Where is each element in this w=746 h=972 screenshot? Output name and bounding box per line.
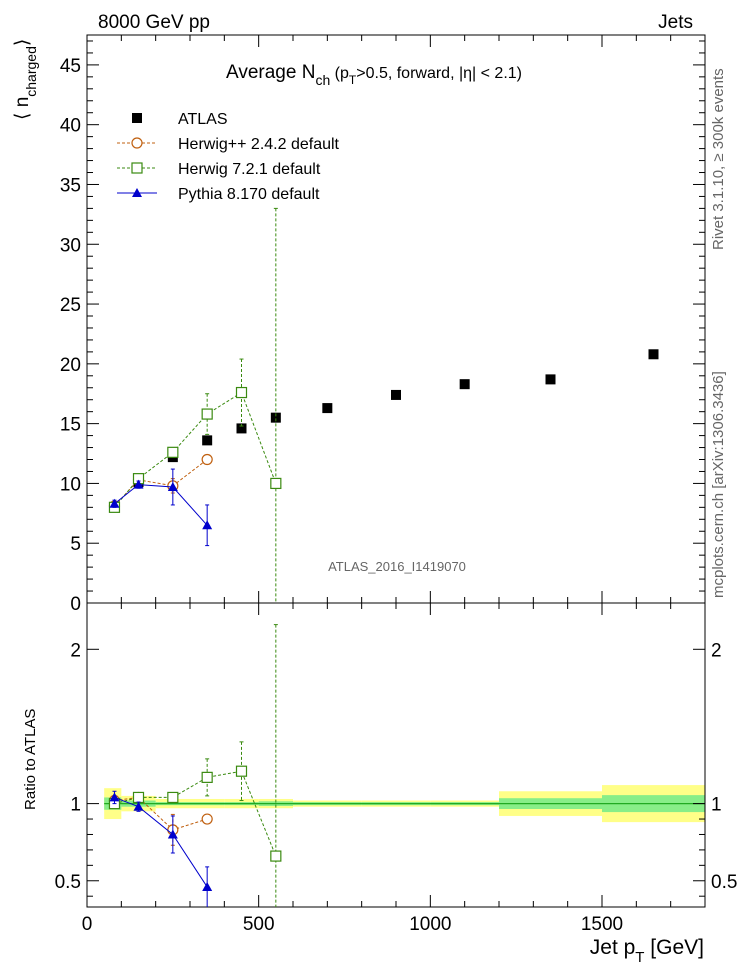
plot-title-sub2: T [349, 73, 357, 87]
main-ylabel: ⟨ ncharged⟩ [12, 39, 39, 120]
main-series-2-point [270, 477, 282, 490]
main-series-2-point [235, 386, 248, 399]
main-series-3-line [114, 484, 208, 526]
legend-marker-3 [132, 188, 142, 197]
main-series-3-point [133, 479, 144, 489]
plot-title-sub: ch [315, 72, 330, 88]
main-series-0-point [236, 423, 247, 434]
plot-title: Average Nch (pT>0.5, forward, |η| < 2.1) [226, 62, 522, 88]
main-series-3-point [167, 482, 178, 492]
plot-title-post: >0.5, forward, |η| < 2.1) [356, 65, 522, 82]
main-y-tick-label: 5 [70, 534, 81, 555]
main-series-3-point [202, 520, 213, 530]
xlabel-sub: T [635, 949, 644, 966]
legend-marker-1 [131, 137, 143, 149]
ratio-series-2-point [133, 801, 144, 811]
main-y-tick-label: 35 [60, 175, 81, 196]
ratio-series-1-point [132, 791, 145, 804]
main-series-0-point [322, 403, 333, 414]
main-series-0-point [202, 435, 213, 446]
ratio-series-0-line [114, 796, 208, 831]
analysis-watermark: ATLAS_2016_I1419070 [328, 559, 466, 574]
main-series-1-point [201, 453, 213, 466]
main-series-2-line [114, 391, 277, 508]
ratio-y-tick-label: 1 [70, 795, 81, 816]
mcplots-label: mcplots.cern.ch [arXiv:1306.3436] [710, 371, 727, 598]
main-series-0-point [270, 412, 281, 423]
main-series-1-line [114, 459, 208, 507]
x-axis-label: Jet pT [GeV] [590, 936, 704, 966]
legend-marker-2 [131, 162, 143, 174]
ratio-series-1-point [235, 765, 248, 777]
x-tick-label: 1000 [409, 914, 451, 935]
main-series-2-point [201, 408, 213, 420]
main-y-tick-label: 20 [60, 355, 81, 376]
main-series-0-point [545, 374, 556, 385]
ratio-y-tick-label-right: 0.5 [711, 872, 737, 893]
ratio-series-1-point [167, 791, 179, 804]
main-y-tick-label: 40 [60, 116, 81, 137]
ratio-y-tick-label: 0.5 [55, 872, 81, 893]
rivet-label: Rivet 3.1.10, ≥ 300k events [710, 68, 727, 250]
ratio-y-tick-label-right: 2 [711, 640, 722, 661]
plot-title-pre: (p [330, 65, 349, 82]
ratio-series-1-point [201, 771, 213, 783]
xlabel-text: Jet p [590, 936, 636, 959]
collision-label: 8000 GeV pp [98, 12, 210, 33]
main-series-2-point [167, 446, 179, 458]
main-y-tick-label: 45 [60, 56, 81, 77]
ratio-y-tick-label: 2 [70, 640, 81, 661]
x-tick-label: 0 [82, 914, 93, 935]
main-y-tick-label: 15 [60, 415, 81, 436]
main-y-tick-label: 10 [60, 474, 81, 495]
ratio-y-tick-label-right: 1 [711, 795, 722, 816]
main-ylabel-sub: charged [23, 46, 39, 97]
process-label: Jets [658, 12, 693, 33]
main-y-tick-label: 0 [70, 594, 81, 615]
legend-label-2: Herwig 7.2.1 default [178, 161, 321, 178]
legend-label-1: Herwig++ 2.4.2 default [178, 136, 340, 153]
main-series-3-point [109, 498, 120, 508]
main-series-0-point [648, 349, 659, 360]
main-y-tick-label: 25 [60, 295, 81, 316]
ratio-series-1-point [270, 850, 282, 862]
x-tick-label: 500 [243, 914, 275, 935]
main-ylabel-text: ⟨ n [12, 97, 33, 120]
ratio-series-0-point [201, 813, 213, 825]
plot-title-main: Average N [226, 62, 315, 83]
x-tick-label: 1500 [581, 914, 623, 935]
ratio-plot-frame [86, 602, 706, 908]
main-y-tick-label: 30 [60, 235, 81, 256]
legend-marker-0 [132, 113, 142, 123]
ratio-series-2-point [167, 829, 178, 839]
legend-label-0: ATLAS [178, 111, 228, 128]
ratio-series-2-line [114, 796, 208, 888]
ratio-series-1-line [114, 770, 277, 857]
xlabel-end: [GeV] [644, 936, 704, 959]
ratio-series-2-point [202, 881, 213, 891]
main-ylabel-end: ⟩ [12, 39, 33, 46]
legend-label-3: Pythia 8.170 default [178, 186, 320, 203]
ratio-ylabel: Ratio to ATLAS [22, 709, 39, 810]
ratio-series-2-point [109, 792, 120, 802]
main-series-0-point [459, 379, 470, 390]
main-series-0-point [391, 389, 401, 400]
